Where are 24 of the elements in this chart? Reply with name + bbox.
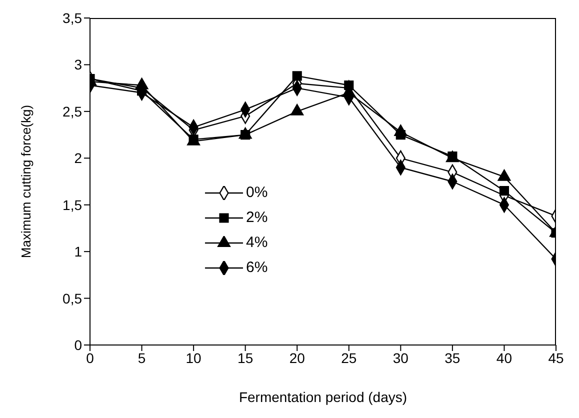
x-tick-label: 20 — [289, 350, 306, 366]
x-tick-label: 0 — [86, 350, 94, 366]
x-tick-label: 45 — [548, 350, 564, 366]
x-tick-label: 15 — [238, 350, 254, 366]
y-tick-label: 1 — [74, 244, 82, 260]
y-tick-label: 3 — [74, 56, 82, 73]
y-tick-label: 3,5 — [62, 10, 82, 26]
y-tick-label: 0,5 — [62, 290, 82, 306]
legend-label: 6% — [246, 259, 268, 276]
x-tick-label: 10 — [186, 350, 202, 366]
legend-label: 4% — [246, 234, 268, 251]
y-tick-label: 2,5 — [62, 103, 82, 120]
legend-label: 0% — [246, 184, 268, 201]
y-tick-label: 2 — [74, 150, 82, 166]
x-tick-label: 5 — [138, 350, 146, 366]
legend-label: 2% — [246, 209, 268, 226]
y-tick-label: 0 — [74, 336, 82, 353]
x-tick-label: 35 — [444, 350, 460, 366]
x-tick-label: 30 — [392, 350, 409, 366]
x-axis-title: Fermentation period (days) — [238, 389, 408, 405]
y-axis-title: Maximum cutting force(kg) — [18, 104, 34, 258]
x-tick-label: 25 — [341, 350, 357, 366]
x-tick-label: 40 — [496, 350, 512, 366]
y-tick-label: 1,5 — [62, 196, 82, 213]
